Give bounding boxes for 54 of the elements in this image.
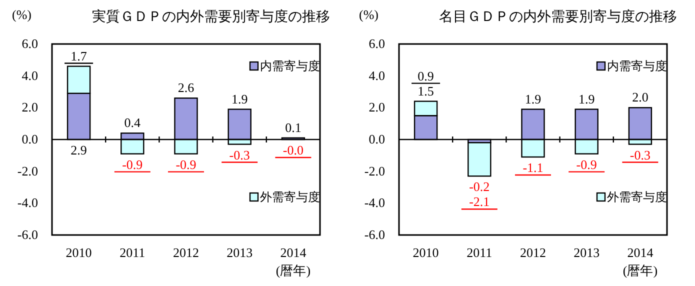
data-label: 2.6: [178, 80, 195, 96]
x-axis-title: (暦年): [622, 263, 658, 278]
x-tick-label: 2012: [173, 245, 199, 260]
y-tick-label: 4.0: [368, 68, 385, 83]
x-tick-label: 2010: [412, 245, 439, 260]
data-label: 2.9: [70, 142, 87, 158]
data-label: -2.1: [469, 194, 490, 210]
data-label: 1.9: [231, 91, 248, 106]
data-label: -0.9: [176, 156, 196, 172]
y-tick-label: 6.0: [22, 36, 38, 51]
x-tick-label: 2014: [280, 245, 307, 260]
y-tick-label: 4.0: [22, 68, 38, 83]
legend-label: 内需寄与度: [607, 59, 667, 73]
data-label: -0.2: [469, 179, 490, 194]
data-label: -0.3: [229, 147, 250, 162]
y-axis-title: (%): [359, 7, 378, 22]
x-tick-label: 2011: [466, 245, 492, 260]
x-tick-label: 2013: [574, 245, 600, 260]
y-tick-label: -2.0: [364, 163, 385, 178]
chart-title: 実質ＧＤＰの内外需要別寄与度の推移: [92, 9, 330, 25]
data-label: 1.5: [418, 83, 434, 98]
data-label: 1.7: [70, 48, 88, 64]
data-label: -1.1: [522, 160, 544, 176]
y-tick-label: 6.0: [368, 36, 385, 51]
data-label: 0.1: [285, 120, 302, 135]
y-tick-label: 2.0: [22, 100, 38, 115]
data-label: 0.4: [124, 115, 142, 130]
y-tick-label: -6.0: [364, 227, 385, 242]
y-tick-label: -4.0: [364, 195, 385, 210]
x-tick-label: 2010: [66, 245, 92, 260]
y-tick-label: -2.0: [17, 163, 38, 178]
x-axis-title: (暦年): [276, 263, 311, 278]
x-tick-label: 2013: [226, 245, 253, 260]
chart-title: 名目ＧＤＰの内外需要別寄与度の推移: [439, 9, 677, 25]
y-tick-label: 2.0: [368, 100, 385, 115]
data-label: 1.9: [578, 91, 595, 106]
data-label: -0.9: [576, 156, 597, 172]
y-tick-label: 0.0: [22, 132, 38, 146]
y-tick-label: -6.0: [17, 227, 38, 242]
data-label: 2.0: [632, 90, 648, 105]
x-tick-label: 2011: [120, 245, 146, 260]
legend-label: 内需寄与度: [260, 59, 320, 73]
x-tick-label: 2012: [520, 245, 546, 260]
data-label: -0.0: [282, 142, 304, 158]
data-label: -0.3: [630, 147, 650, 162]
data-label: 0.9: [418, 68, 434, 84]
x-tick-label: 2014: [627, 245, 654, 260]
y-tick-label: -4.0: [17, 195, 38, 210]
y-tick-label: 0.0: [368, 132, 385, 146]
data-label: 1.9: [524, 91, 542, 106]
legend-label: 外需寄与度: [607, 190, 667, 204]
legend-label: 外需寄与度: [260, 190, 320, 204]
y-axis-title: (%): [12, 7, 32, 22]
data-label: -0.9: [122, 156, 143, 172]
